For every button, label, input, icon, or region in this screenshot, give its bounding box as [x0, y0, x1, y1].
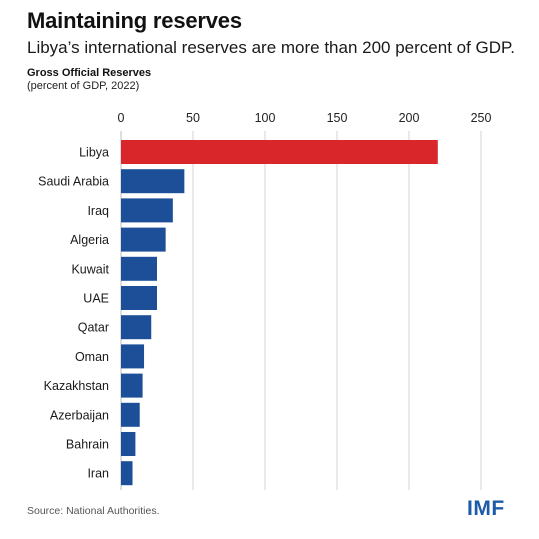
category-labels: Libya Saudi Arabia Iraq Algeria Kuwait UAE Qat… [38, 146, 109, 481]
chart-subtitle: (percent of GDP, 2022) [27, 80, 140, 92]
page-subtitle: Libya’s international reserves are more … [27, 38, 515, 57]
x-tick-label: 150 [327, 111, 348, 125]
bar-algeria [121, 227, 166, 252]
bar-kazakhstan [121, 373, 143, 398]
imf-logo: IMF [467, 497, 505, 520]
source-note: Source: National Authorities. [27, 505, 160, 517]
x-tick-label: 0 [118, 111, 125, 125]
x-tick-label: 100 [255, 111, 276, 125]
category-label: Libya [79, 146, 109, 160]
x-tick-label: 200 [399, 111, 420, 125]
bar-iraq [121, 198, 173, 223]
category-label: Bahrain [66, 438, 109, 452]
x-tick-label: 50 [186, 111, 200, 125]
category-label: Saudi Arabia [38, 175, 109, 189]
gridlines [120, 131, 482, 490]
bar-saudi-arabia [121, 169, 185, 194]
bar-bahrain [121, 432, 136, 456]
category-label: Oman [75, 350, 109, 364]
category-label: Kazakhstan [44, 379, 109, 393]
category-label: UAE [83, 292, 109, 306]
bars [121, 140, 438, 486]
bar-oman [121, 344, 145, 369]
category-label: Iraq [87, 204, 109, 218]
page-title: Maintaining reserves [27, 8, 242, 33]
chart-title: Gross Official Reserves [27, 67, 152, 79]
category-label: Kuwait [71, 262, 109, 276]
bar-qatar [121, 315, 152, 340]
bar-azerbaijan [121, 402, 140, 427]
category-label: Azerbaijan [50, 408, 109, 422]
bar-uae [121, 286, 157, 310]
x-tick-label: 250 [471, 111, 492, 125]
category-label: Iran [87, 467, 109, 481]
bar-libya [121, 140, 438, 164]
bar-iran [121, 461, 133, 486]
bar-kuwait [121, 256, 157, 281]
category-label: Qatar [78, 321, 109, 335]
x-axis-ticks: 0 50 100 150 200 250 [118, 111, 492, 125]
category-label: Algeria [70, 233, 109, 247]
